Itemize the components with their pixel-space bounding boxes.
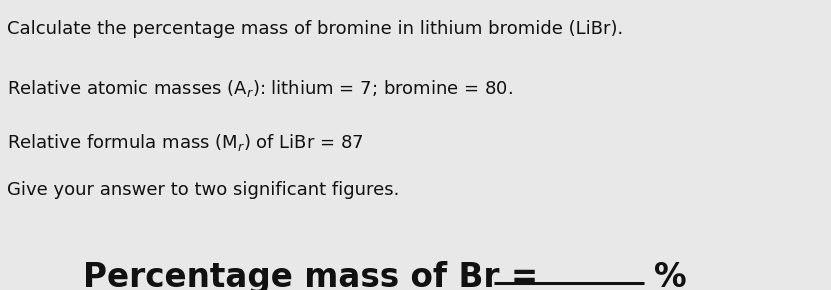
Text: %: % bbox=[654, 261, 686, 290]
Text: Relative atomic masses (A$_r$): lithium = 7; bromine = 80.: Relative atomic masses (A$_r$): lithium … bbox=[7, 78, 513, 99]
Text: Give your answer to two significant figures.: Give your answer to two significant figu… bbox=[7, 181, 399, 199]
Text: Percentage mass of Br =: Percentage mass of Br = bbox=[83, 261, 550, 290]
Text: Relative formula mass (M$_r$) of LiBr = 87: Relative formula mass (M$_r$) of LiBr = … bbox=[7, 132, 363, 153]
Text: Calculate the percentage mass of bromine in lithium bromide (LiBr).: Calculate the percentage mass of bromine… bbox=[7, 20, 623, 38]
